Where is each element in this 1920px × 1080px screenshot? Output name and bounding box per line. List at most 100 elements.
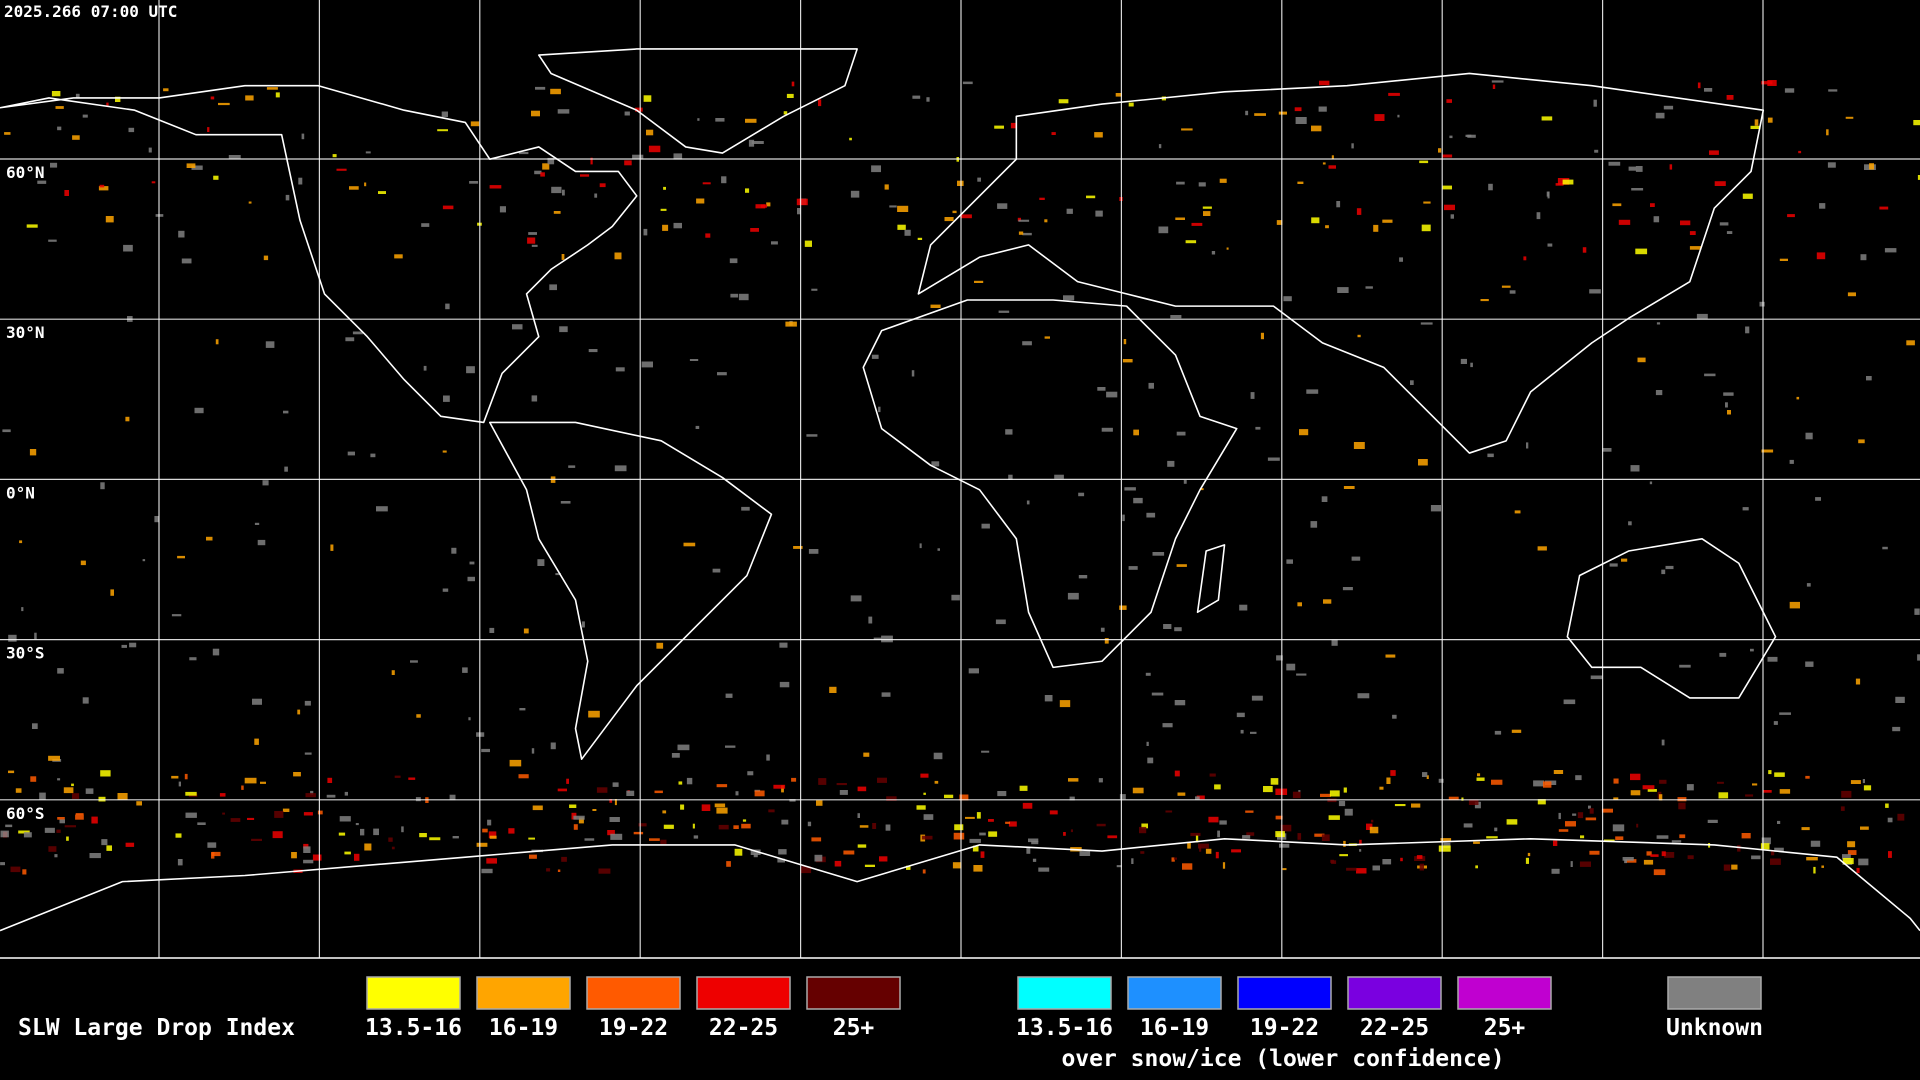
cloud-pixel [1643, 859, 1654, 865]
cloud-pixel [344, 851, 351, 855]
cloud-pixel [1321, 496, 1328, 502]
cloud-pixel [310, 790, 314, 795]
cloud-pixel [735, 791, 739, 796]
cloud-pixel [1044, 695, 1053, 702]
cloud-pixel [391, 670, 395, 675]
cloud-pixel [82, 697, 89, 704]
cloud-pixel [57, 126, 62, 131]
cloud-pixel [1477, 773, 1481, 777]
cloud-pixel [283, 410, 289, 414]
cloud-pixel [1140, 851, 1145, 854]
cloud-pixel [442, 450, 447, 453]
cloud-pixel [50, 162, 58, 168]
legend-label: 13.5-16 [1016, 1015, 1113, 1041]
cloud-pixel [811, 837, 822, 842]
cloud-pixel [857, 844, 867, 848]
cloud-pixel [416, 714, 421, 718]
cloud-pixel [871, 165, 881, 173]
cloud-pixel [755, 204, 766, 209]
cloud-pixel [729, 258, 738, 264]
cloud-pixel [1078, 492, 1085, 497]
cloud-pixel [26, 224, 38, 228]
cloud-pixel [1385, 654, 1396, 658]
cloud-pixel [260, 781, 266, 784]
cloud-pixel [1165, 810, 1173, 813]
cloud-pixel [677, 744, 690, 751]
cloud-pixel [486, 858, 497, 864]
cloud-pixel [303, 812, 313, 816]
cloud-pixel [1320, 793, 1331, 797]
cloud-pixel [889, 205, 897, 208]
cloud-pixel [1070, 829, 1073, 833]
cloud-pixel [1655, 112, 1665, 119]
cloud-pixel [1131, 858, 1134, 864]
cloud-pixel [101, 839, 108, 846]
cloud-pixel [1714, 181, 1726, 186]
cloud-pixel [1236, 712, 1245, 718]
cloud-pixel [1460, 358, 1467, 364]
cloud-pixel [1751, 855, 1761, 860]
cloud-pixel [1816, 252, 1826, 260]
cloud-pixel [1770, 858, 1781, 865]
cloud-pixel [1774, 772, 1785, 777]
cloud-pixel [1214, 784, 1221, 790]
cloud-pixel [559, 326, 568, 333]
cloud-pixel [23, 832, 32, 838]
cloud-pixel [1058, 99, 1069, 104]
cloud-pixel [1523, 256, 1527, 261]
cloud-pixel [1191, 222, 1203, 226]
cloud-pixel [712, 568, 721, 573]
cloud-pixel [693, 835, 699, 839]
cloud-pixel [1631, 188, 1644, 191]
cloud-pixel [1777, 820, 1781, 824]
cloud-pixel [1101, 427, 1113, 432]
cloud-pixel [194, 407, 204, 414]
cloud-pixel [1615, 836, 1624, 840]
legend-swatch [1457, 976, 1552, 1010]
australia [1566, 537, 1777, 699]
cloud-pixel [1215, 851, 1219, 859]
cloud-pixel [818, 778, 827, 785]
cloud-pixel [1589, 850, 1600, 855]
cloud-pixel [702, 182, 711, 185]
cloud-pixel [1357, 693, 1370, 699]
cloud-pixel [952, 862, 962, 869]
cloud-pixel [863, 752, 870, 757]
cloud-pixel [1310, 521, 1318, 528]
cloud-pixel [1147, 757, 1154, 764]
cloud-pixel [871, 354, 879, 359]
cloud-pixel [951, 594, 960, 601]
cloud-pixel [98, 796, 106, 802]
cloud-pixel [1707, 819, 1718, 823]
cloud-pixel [686, 777, 693, 785]
cloud-pixel [39, 792, 46, 800]
cloud-pixel [1314, 833, 1325, 837]
cloud-pixel [388, 837, 393, 842]
cloud-pixel [274, 811, 284, 818]
cloud-pixel [230, 818, 241, 822]
cloud-pixel [680, 804, 685, 810]
cloud-pixel [1461, 797, 1464, 801]
legend-label: Unknown [1666, 1015, 1763, 1041]
cloud-pixel [1589, 808, 1594, 814]
cloud-pixel [1754, 119, 1759, 126]
cloud-pixel [1850, 780, 1861, 784]
cloud-pixel [1209, 773, 1216, 777]
cloud-pixel [1388, 92, 1400, 96]
cloud-pixel [1122, 359, 1133, 363]
cloud-pixel [1609, 563, 1618, 567]
cloud-pixel [57, 778, 61, 781]
cloud-pixel [1066, 208, 1073, 214]
cloud-pixel [1845, 116, 1854, 119]
cloud-pixel [1723, 864, 1731, 871]
cloud-pixel [886, 796, 897, 801]
cloud-pixel [1742, 507, 1749, 511]
cloud-pixel [1789, 459, 1794, 464]
legend-swatch [476, 976, 571, 1010]
cloud-pixel [683, 542, 696, 547]
cloud-pixel [829, 686, 837, 693]
cloud-pixel [75, 814, 84, 820]
cloud-pixel [1162, 723, 1173, 728]
